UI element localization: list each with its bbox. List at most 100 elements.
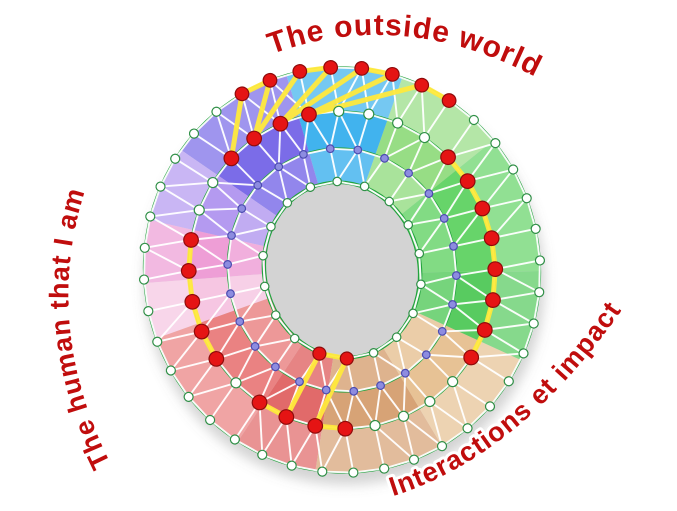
node-white — [193, 204, 205, 216]
node-white — [139, 242, 150, 253]
mesh-chord — [303, 147, 331, 156]
mesh-spoke — [395, 336, 407, 374]
node-red — [262, 72, 278, 88]
node-red — [440, 149, 456, 166]
mesh-chord — [412, 284, 422, 314]
node-red — [208, 350, 225, 367]
mesh-spoke — [428, 401, 443, 447]
node-white — [207, 176, 219, 189]
mesh-spoke — [258, 402, 264, 455]
sector-violet — [149, 149, 279, 247]
node-white — [205, 414, 216, 426]
node-white — [418, 131, 431, 144]
node-purple — [295, 377, 304, 387]
node-white — [188, 128, 200, 139]
mesh-spoke — [447, 142, 496, 159]
node-red — [183, 232, 199, 248]
mesh-chord — [274, 314, 296, 340]
node-white — [183, 391, 194, 402]
node-red — [476, 322, 493, 338]
node-purple — [325, 144, 335, 154]
node-white — [534, 255, 546, 266]
mesh-spoke — [451, 381, 469, 429]
mesh-spoke — [254, 314, 277, 347]
node-white — [462, 423, 473, 434]
node-white — [333, 105, 345, 117]
node-purple — [235, 317, 245, 326]
node-purple — [226, 289, 235, 299]
node-purple — [451, 271, 461, 280]
mesh-chord — [156, 341, 172, 371]
node-white — [359, 181, 370, 192]
mesh-chord — [534, 228, 541, 261]
node-red — [459, 173, 476, 190]
node-white — [368, 348, 379, 358]
node-white — [286, 460, 297, 471]
node-red — [323, 60, 339, 75]
mesh-chord — [357, 149, 385, 160]
node-white — [392, 117, 404, 129]
node-white — [518, 348, 529, 359]
node-white — [143, 306, 154, 317]
mesh-chord — [512, 169, 528, 199]
mesh-spoke — [257, 184, 288, 204]
mesh-chord — [143, 247, 146, 280]
mesh-spoke — [241, 207, 272, 228]
mesh-spoke — [419, 245, 454, 255]
mesh-chord — [413, 445, 443, 461]
mesh-spoke — [227, 254, 264, 266]
mesh-chord — [263, 286, 277, 316]
mesh-chord — [443, 218, 455, 247]
mesh-spoke — [494, 268, 540, 294]
node-purple — [424, 189, 434, 198]
mesh-chord — [425, 330, 444, 356]
mesh-chord — [428, 193, 446, 219]
inner-band-tint — [227, 148, 457, 392]
node-purple — [223, 260, 233, 269]
node-purple — [237, 204, 247, 214]
mesh-chord — [532, 292, 541, 324]
mesh-chord — [238, 321, 256, 347]
node-purple — [448, 300, 457, 309]
node-purple — [400, 368, 410, 378]
mesh-spoke — [384, 136, 425, 160]
node-white — [384, 196, 395, 207]
mesh-chord — [209, 419, 236, 441]
mesh-spoke — [374, 385, 382, 426]
donut-group — [138, 60, 546, 485]
mesh-spoke — [402, 416, 415, 460]
mesh-spoke — [352, 390, 376, 427]
node-white — [408, 308, 418, 319]
mesh-chord — [525, 198, 537, 230]
mesh-spoke — [199, 207, 242, 211]
mesh-spoke — [198, 209, 233, 237]
mesh-chord — [388, 200, 410, 226]
sector-indigo — [181, 74, 319, 218]
node-purple — [437, 326, 447, 336]
mesh-spoke — [383, 122, 399, 159]
mesh-spoke — [144, 246, 190, 272]
node-white — [391, 332, 402, 343]
mesh-spoke — [336, 149, 359, 182]
node-white — [152, 336, 163, 347]
mesh-chord — [522, 323, 535, 354]
node-white — [468, 114, 479, 126]
node-white — [155, 181, 166, 192]
mesh-spoke — [404, 372, 431, 403]
mesh-chord — [407, 172, 430, 195]
mesh-spoke — [363, 157, 386, 187]
mesh-spoke — [209, 382, 237, 421]
mesh-chord — [407, 224, 421, 254]
mesh-chord — [174, 132, 195, 160]
sector-green — [411, 271, 541, 360]
node-white — [484, 401, 496, 412]
mesh-chord — [262, 255, 266, 287]
mesh-spoke — [235, 346, 256, 384]
mesh-chord — [270, 202, 289, 228]
node-red — [246, 130, 263, 147]
mesh-chord — [364, 185, 390, 203]
node-red — [483, 230, 500, 247]
mesh-spoke — [230, 234, 264, 257]
sector-pink — [143, 219, 268, 284]
mesh-chord — [452, 246, 458, 276]
